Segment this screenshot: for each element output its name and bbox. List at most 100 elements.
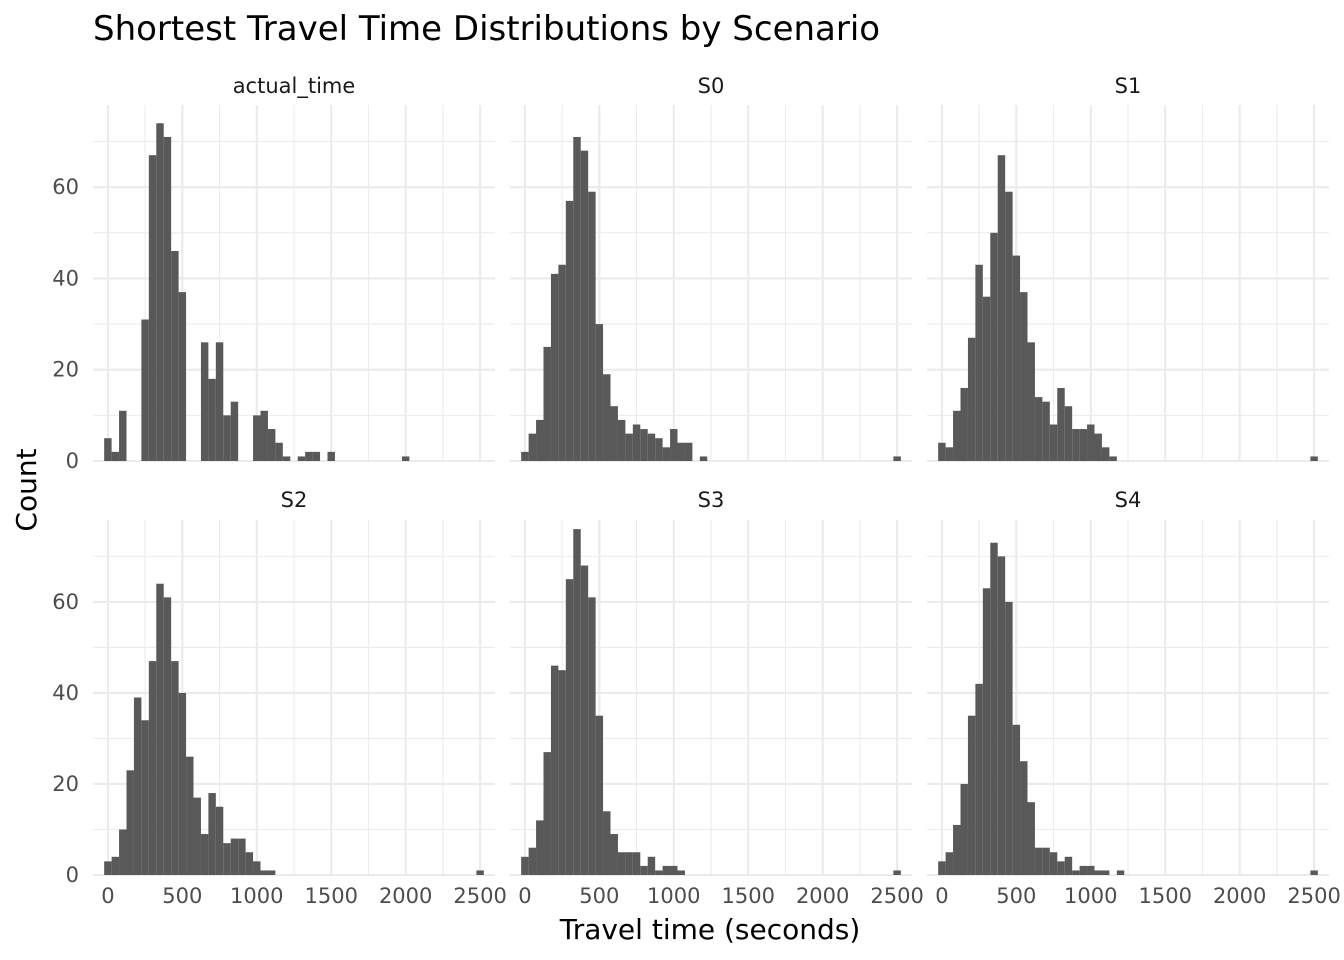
histogram-bar <box>401 456 410 461</box>
histogram-bar <box>1020 761 1028 875</box>
histogram-bar <box>975 683 983 875</box>
histogram-bar <box>945 852 954 875</box>
histogram-bar <box>655 870 663 875</box>
histogram-bar <box>126 770 134 875</box>
histogram-bar <box>305 451 313 461</box>
histogram-bar <box>558 670 566 875</box>
facet-label: S3 <box>698 488 725 512</box>
histogram-bar <box>178 692 187 875</box>
histogram-bar <box>580 565 589 875</box>
histogram-bar <box>133 697 142 875</box>
histogram-bar <box>1079 865 1088 875</box>
histogram-bar <box>938 442 946 461</box>
histogram-bar <box>1310 456 1318 461</box>
histogram-bar <box>982 296 991 461</box>
histogram-bar <box>1027 342 1035 461</box>
histogram-bar <box>1109 456 1117 461</box>
x-tick-label: 2000 <box>796 884 849 908</box>
histogram-bar <box>200 342 209 461</box>
histogram-bar <box>610 406 618 461</box>
histogram-bar <box>1064 856 1073 875</box>
histogram-bar <box>632 852 641 875</box>
histogram-bar <box>893 870 901 875</box>
histogram-bar <box>1042 847 1050 875</box>
y-tick-label: 20 <box>52 358 79 382</box>
x-axis-title: Travel time (seconds) <box>559 913 861 946</box>
histogram-bar <box>223 843 231 875</box>
chart-title: Shortest Travel Time Distributions by Sc… <box>93 9 880 49</box>
histogram-bar <box>565 579 574 875</box>
histogram-bar <box>1005 191 1013 461</box>
histogram-bar <box>1116 870 1125 875</box>
x-tick-label: 1500 <box>304 884 357 908</box>
histogram-bar <box>215 342 224 461</box>
histogram-bar <box>1012 724 1021 875</box>
x-tick-label: 500 <box>579 884 619 908</box>
histogram-bar <box>588 191 596 461</box>
histogram-bar <box>573 136 581 461</box>
histogram-bar <box>141 319 149 461</box>
histogram-bar <box>171 661 179 875</box>
histogram-bar <box>550 665 559 875</box>
histogram-bar <box>595 324 604 461</box>
histogram-bar <box>990 542 998 875</box>
histogram-bar <box>267 870 276 875</box>
histogram-bar <box>275 442 283 461</box>
histogram-bar <box>1101 447 1110 461</box>
histogram-bar <box>536 820 544 875</box>
histogram-bar <box>603 811 611 875</box>
histogram-bar <box>1034 397 1043 461</box>
histogram-bar <box>119 410 127 461</box>
histogram-bar <box>245 852 254 875</box>
histogram-bar <box>982 588 991 875</box>
y-tick-label: 40 <box>52 266 79 290</box>
histogram-bar <box>625 852 633 875</box>
histogram-bar <box>1064 406 1073 461</box>
histogram-bar <box>699 456 708 461</box>
histogram-bar <box>610 834 618 875</box>
y-tick-label: 0 <box>66 863 79 887</box>
histogram-bar <box>521 856 529 875</box>
histogram-bar <box>1310 870 1318 875</box>
histogram-bar <box>960 387 968 461</box>
histogram-bar <box>893 456 901 461</box>
histogram-bar <box>997 556 1006 875</box>
histogram-bar <box>1042 401 1050 461</box>
histogram-bar <box>1020 292 1028 461</box>
y-tick-label: 60 <box>52 175 79 199</box>
histogram-bar <box>967 337 976 461</box>
x-tick-label: 1000 <box>647 884 700 908</box>
facet-label: S1 <box>1115 74 1142 98</box>
x-tick-label: 2500 <box>1287 884 1340 908</box>
facet-label: S4 <box>1115 488 1142 512</box>
histogram-bar <box>573 529 581 875</box>
histogram-bar <box>670 865 678 875</box>
facet-label: actual_time <box>233 74 356 99</box>
histogram-bar <box>677 442 685 461</box>
histogram-bar <box>543 346 551 461</box>
histogram-bar <box>111 856 120 875</box>
histogram-bar <box>953 824 961 875</box>
histogram-bar <box>990 232 998 461</box>
histogram-bar <box>238 838 246 875</box>
x-tick-label: 0 <box>518 884 531 908</box>
x-tick-label: 2500 <box>453 884 506 908</box>
histogram-bar <box>1079 429 1088 461</box>
histogram-bar <box>543 752 551 875</box>
x-tick-label: 500 <box>996 884 1036 908</box>
histogram-bar <box>1094 870 1102 875</box>
histogram-bar <box>104 438 112 461</box>
histogram-bar <box>230 838 239 875</box>
x-tick-label: 1500 <box>721 884 774 908</box>
histogram-bar <box>1072 429 1080 461</box>
histogram-bar <box>967 715 976 875</box>
histogram-bar <box>297 456 306 461</box>
histogram-bar <box>684 442 693 461</box>
histogram-bar <box>163 597 172 875</box>
histogram-bar <box>186 756 194 875</box>
facet-S1: S1 <box>927 74 1329 463</box>
histogram-bar <box>223 415 231 461</box>
histogram-bar <box>312 451 321 461</box>
histogram-bar <box>148 661 157 875</box>
